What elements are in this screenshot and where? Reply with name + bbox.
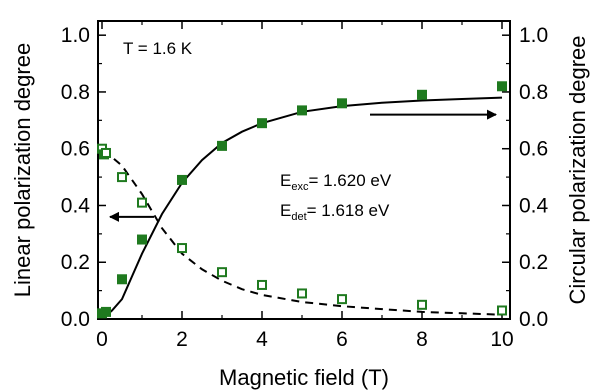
dashed-fit-curve xyxy=(101,150,503,316)
x-tick-label: 2 xyxy=(176,328,188,351)
x-tick-label: 10 xyxy=(490,328,513,351)
y-axis-title-right: Circular polarization degree xyxy=(565,35,590,304)
y-tick-label-left: 0.6 xyxy=(61,138,90,161)
fit-curves xyxy=(101,96,503,320)
y-ticks: 0.0 0.0 0.2 0.2 0.4 0.4 0.6 0.6 0.8 0.8 1.0 1.0 xyxy=(61,24,549,331)
filled-square-point xyxy=(257,118,267,129)
open-square-point xyxy=(417,299,427,310)
filled-square-point xyxy=(297,105,307,116)
filled-square-point xyxy=(177,174,187,185)
filled-square-point xyxy=(497,81,507,92)
open-square-point xyxy=(137,197,147,208)
e-exc-symbol: E xyxy=(280,171,291,190)
y-tick-label-left: 0.2 xyxy=(61,251,90,274)
data-points xyxy=(97,81,507,319)
excitation-energy-annotation: Eexc= 1.620 eV xyxy=(280,171,392,193)
filled-square-point xyxy=(217,140,227,151)
e-exc-subscript: exc xyxy=(291,181,309,193)
open-square-point xyxy=(117,172,127,183)
open-square-point xyxy=(101,147,111,158)
y-tick-label-right: 0.6 xyxy=(519,138,548,161)
open-square-point xyxy=(257,279,267,290)
y-tick-label-right: 0.4 xyxy=(519,194,549,217)
e-det-subscript: det xyxy=(291,211,306,223)
y-tick-label-left: 0.4 xyxy=(61,194,91,217)
y-tick-label-left: 1.0 xyxy=(61,24,90,47)
filled-square-point xyxy=(101,306,111,317)
filled-square-point xyxy=(137,234,147,245)
y-tick-label-right: 1.0 xyxy=(519,24,548,47)
open-square-point xyxy=(337,294,347,305)
e-exc-value: = 1.620 eV xyxy=(308,171,391,190)
x-tick-label: 8 xyxy=(416,328,428,351)
filled-square-point xyxy=(117,274,127,285)
e-det-symbol: E xyxy=(280,201,291,220)
y-axis-title-left: Linear polarization degree xyxy=(10,43,35,297)
solid-fit-curve xyxy=(101,96,503,320)
temperature-annotation: T = 1.6 K xyxy=(123,39,193,58)
x-axis-title: Magnetic field (T) xyxy=(219,365,389,390)
open-square-point xyxy=(217,267,227,278)
x-tick-label: 6 xyxy=(336,328,348,351)
plot-frame xyxy=(97,20,511,320)
axis-arrows xyxy=(109,109,497,222)
x-ticks: 0 2 4 6 8 10 xyxy=(96,21,514,351)
e-det-value: = 1.618 eV xyxy=(307,201,390,220)
open-square-point xyxy=(297,288,307,299)
open-square-point xyxy=(177,243,187,254)
y-tick-label-right: 0.0 xyxy=(519,308,548,331)
filled-square-point xyxy=(417,89,427,100)
y-tick-label-left: 0.8 xyxy=(61,81,90,104)
y-tick-label-right: 0.2 xyxy=(519,251,548,274)
detection-energy-annotation: Edet= 1.618 eV xyxy=(280,201,390,223)
x-tick-label: 0 xyxy=(96,328,108,351)
y-tick-label-left: 0.0 xyxy=(61,308,90,331)
x-tick-label: 4 xyxy=(256,328,268,351)
y-tick-label-right: 0.8 xyxy=(519,81,548,104)
open-square-point xyxy=(497,305,507,316)
filled-square-point xyxy=(337,98,347,109)
